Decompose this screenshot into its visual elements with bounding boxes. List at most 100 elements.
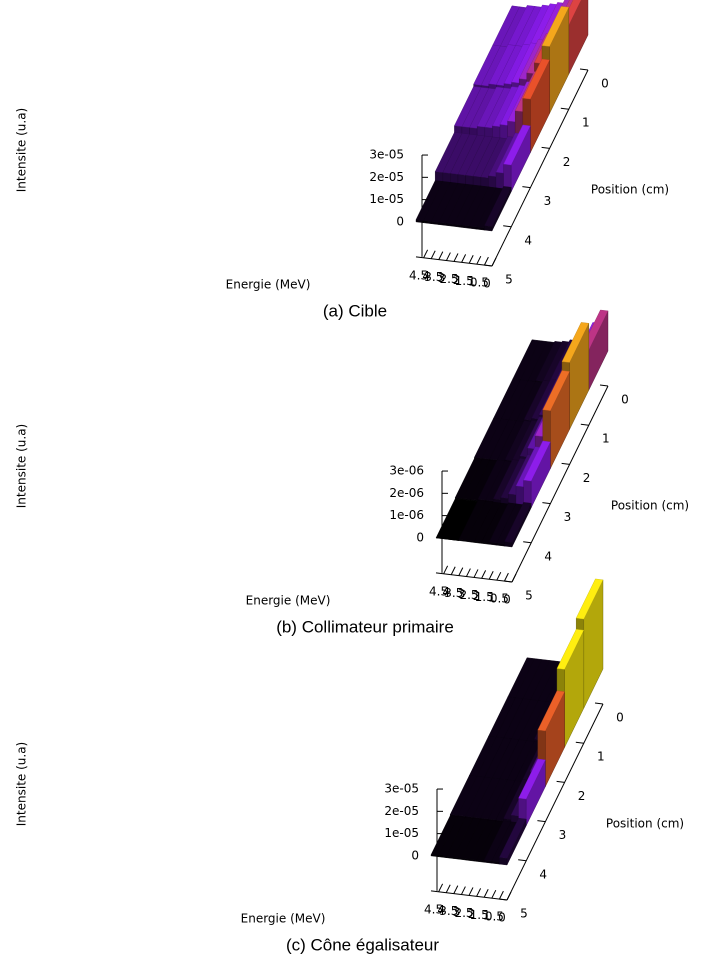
z-tick-label: 2e-06: [389, 486, 424, 500]
x-tick-label: 0.5: [490, 592, 509, 606]
z-tick-label: 1e-05: [369, 192, 404, 206]
y-tick: [580, 423, 589, 426]
surface-cell: [541, 6, 570, 47]
y-tick-label: 3: [544, 194, 552, 208]
x-tick-label: 0: [503, 593, 511, 607]
x-tick: [438, 251, 444, 260]
y-tick: [498, 898, 508, 901]
y-tick-label: 2: [563, 155, 571, 169]
x-tick: [476, 255, 482, 265]
y-tick-label: 4: [539, 867, 547, 881]
panel: 4.543.532.521.510.5001234501e-052e-053e-…: [15, 0, 669, 320]
z-axis-label: Intensite (u.a): [15, 424, 29, 508]
y-axis-label: Position (cm): [606, 817, 684, 831]
z-tick-label: 2e-05: [384, 804, 419, 818]
surface-cell: [542, 370, 570, 411]
surface-cell: [499, 817, 527, 859]
x-tick-label: 1: [488, 591, 496, 605]
surface-cell: [518, 758, 546, 800]
z-axis-label: Intensite (u.a): [15, 108, 29, 192]
x-tick-label: 1: [483, 909, 491, 923]
y-tick: [537, 820, 546, 823]
x-tick: [483, 889, 489, 898]
x-tick-label: 2: [453, 273, 461, 287]
y-tick-label: 0: [621, 393, 629, 407]
x-tick-label: 0: [498, 911, 506, 925]
x-tick: [491, 257, 497, 267]
x-tick-label: 3.5: [444, 586, 463, 600]
z-tick-label: 3e-06: [389, 464, 424, 478]
surface-cell: [522, 58, 550, 100]
y-axis-label: Position (cm): [591, 183, 669, 197]
caption: (c) Cône égalisateur: [286, 935, 439, 954]
y-tick-label: 1: [582, 116, 590, 130]
z-tick-label: 1e-05: [384, 826, 419, 840]
y-tick-label: 5: [505, 273, 513, 287]
x-axis-label: Energie (MeV): [226, 278, 311, 292]
y-tick: [542, 502, 551, 505]
y-tick-label: 2: [583, 471, 591, 485]
x-tick-label: 4: [442, 585, 450, 599]
x-axis-label: Energie (MeV): [246, 594, 331, 608]
x-tick: [473, 569, 479, 578]
x-tick: [423, 249, 429, 259]
surface-cell: [537, 690, 565, 732]
z-tick-label: 1e-06: [389, 508, 424, 522]
x-tick: [438, 883, 444, 893]
x-axis-label: Energie (MeV): [241, 912, 326, 926]
axis-line: [491, 69, 589, 267]
z-tick-label: 3e-05: [384, 782, 419, 796]
panel: 4.543.532.521.510.5001234501e-062e-063e-…: [15, 309, 689, 636]
x-tick-label: 4: [422, 269, 430, 283]
surface-cell: [503, 124, 531, 166]
x-tick-label: 1.5: [475, 590, 494, 604]
y-tick: [579, 68, 589, 71]
x-tick-label: 0: [483, 277, 491, 291]
x-tick-label: 2.5: [439, 272, 458, 286]
x-tick: [491, 889, 497, 899]
y-tick: [518, 859, 527, 862]
x-tick-label: 2.5: [459, 588, 478, 602]
y-axis-label: Position (cm): [611, 499, 689, 513]
caption: (b) Collimateur primaire: [276, 617, 454, 636]
x-tick-label: 3: [458, 587, 466, 601]
y-tick-label: 2: [578, 789, 586, 803]
z-tick-label: 3e-05: [369, 148, 404, 162]
y-tick: [561, 462, 570, 465]
x-tick-label: 4.5: [429, 584, 448, 598]
y-tick: [503, 225, 512, 228]
x-tick: [430, 250, 436, 259]
x-tick: [488, 571, 494, 580]
x-tick: [453, 885, 459, 894]
surface-cell: [575, 578, 604, 620]
x-tick: [476, 888, 482, 897]
x-tick: [443, 565, 449, 575]
x-tick: [506, 891, 512, 901]
y-tick: [522, 186, 531, 189]
x-tick: [460, 886, 466, 895]
x-tick-label: 0.5: [485, 910, 504, 924]
y-tick-label: 0: [616, 711, 624, 725]
axis-line: [506, 703, 604, 901]
y-tick: [541, 146, 550, 149]
x-tick-label: 0.5: [470, 276, 489, 290]
x-tick-label: 3: [453, 905, 461, 919]
z-tick-label: 0: [416, 530, 424, 544]
y-tick: [556, 780, 565, 783]
x-tick: [453, 253, 459, 262]
x-tick: [468, 255, 474, 264]
surface-cell: [523, 440, 551, 482]
x-tick: [445, 252, 451, 261]
y-tick-label: 1: [602, 432, 610, 446]
y-tick: [523, 541, 532, 544]
x-tick: [465, 568, 471, 577]
surface-cell: [561, 322, 590, 363]
x-tick: [498, 890, 504, 900]
x-tick-label: 3.5: [424, 270, 443, 284]
surface-side: [499, 857, 508, 866]
y-tick: [599, 384, 609, 387]
z-axis-label: Intensite (u.a): [15, 742, 29, 826]
surface-cell: [484, 186, 512, 227]
x-tick-label: 4: [437, 903, 445, 917]
